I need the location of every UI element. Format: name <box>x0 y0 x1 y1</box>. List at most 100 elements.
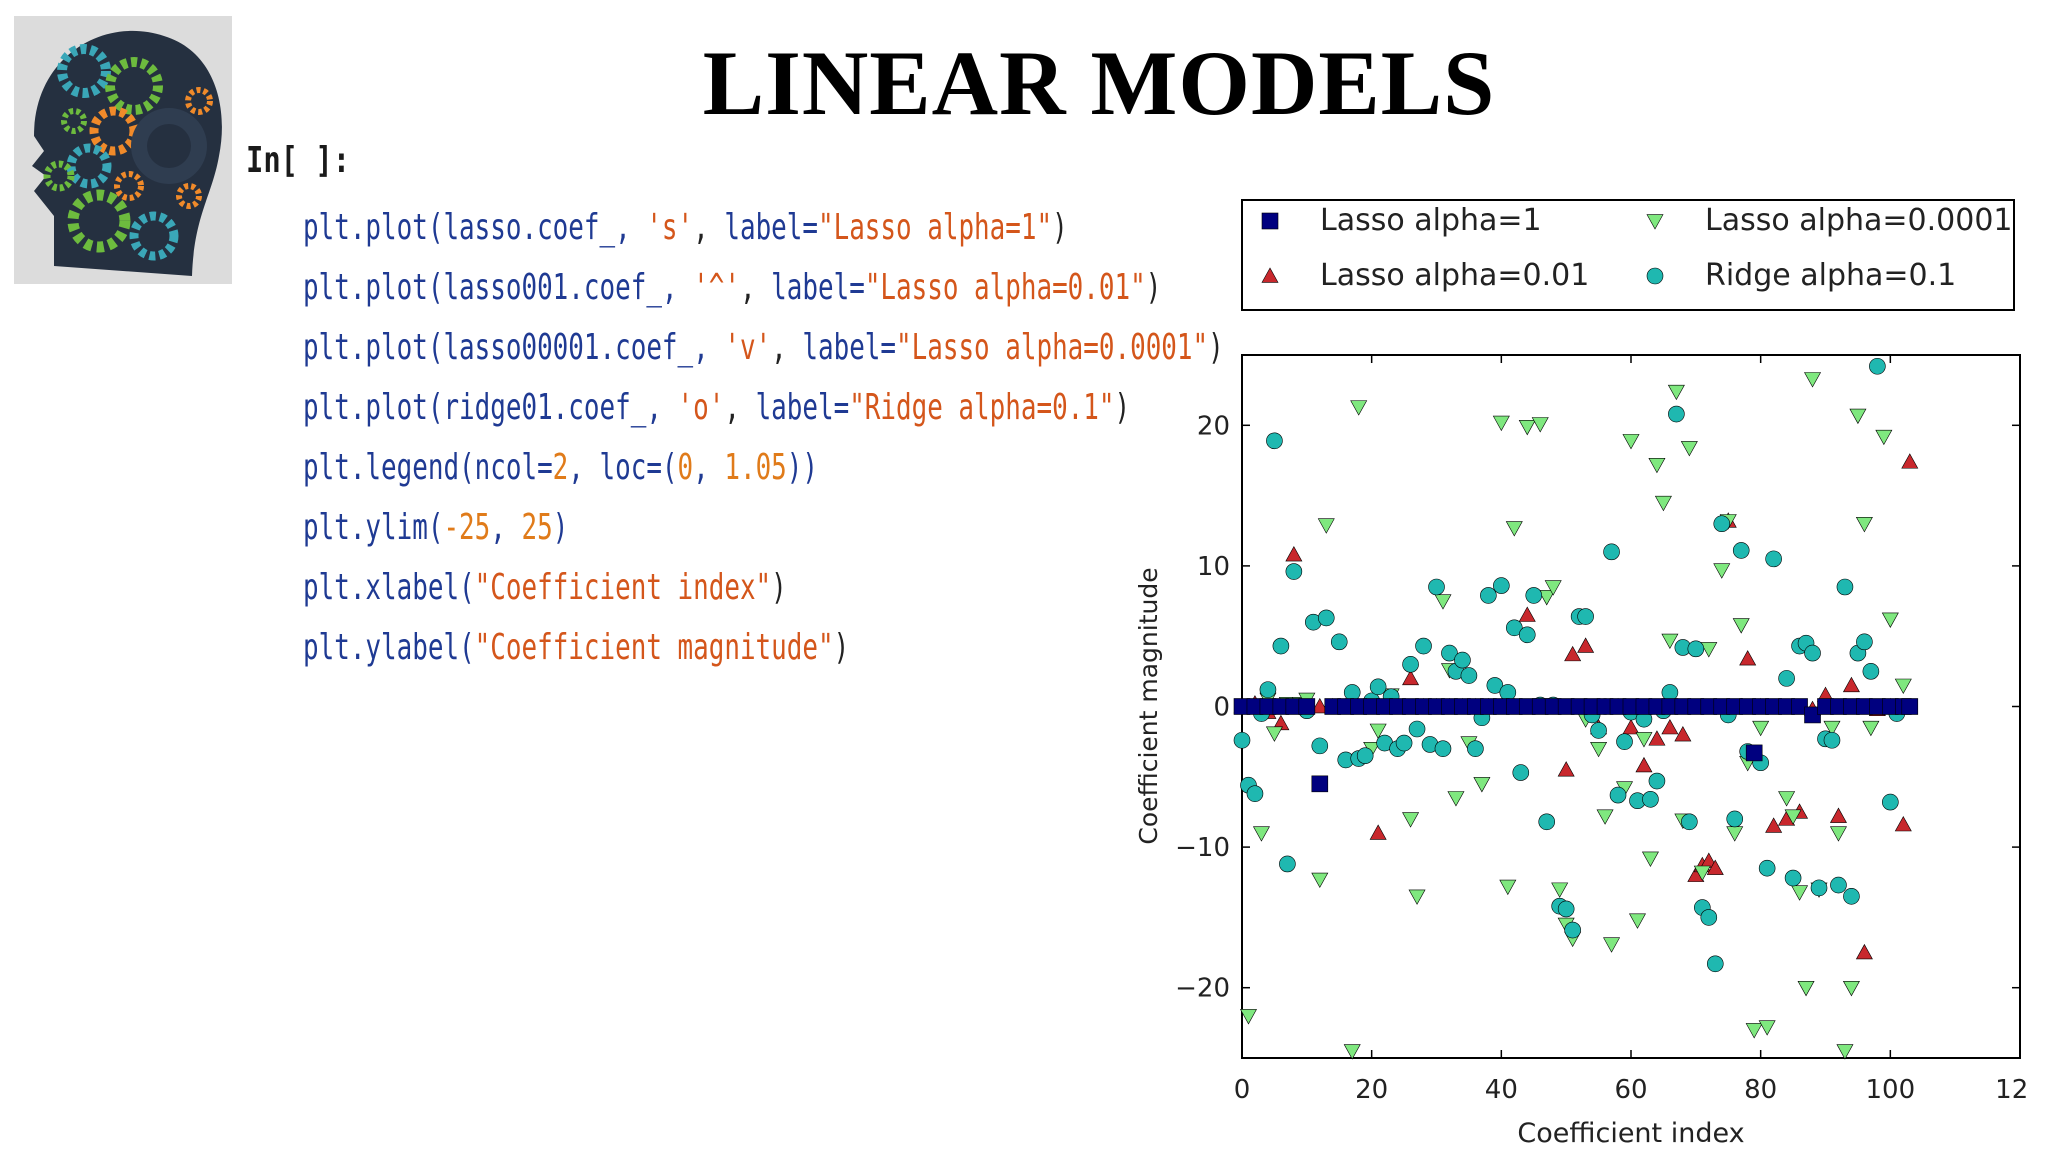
data-point <box>1648 772 1666 790</box>
coefficient-scatter-chart: Lasso alpha=1 Lasso alpha=0.01 Lasso alpha… <box>1134 199 2030 1149</box>
y-tick-label: −10 <box>1175 833 1230 863</box>
data-point <box>1317 609 1335 627</box>
data-point <box>1732 618 1750 634</box>
code-token: plt.ylim( <box>303 507 444 548</box>
data-point <box>1505 619 1523 637</box>
data-point <box>1836 578 1854 596</box>
data-point <box>1415 637 1432 655</box>
data-point <box>1279 855 1296 873</box>
data-point <box>1706 955 1724 973</box>
code-token: )) <box>786 447 819 488</box>
legend-label: Ridge alpha=0.1 <box>1705 258 1956 293</box>
data-point <box>1252 826 1270 842</box>
data-point <box>1862 663 1880 680</box>
y-tick-label: 10 <box>1197 552 1230 582</box>
data-point <box>1259 681 1277 698</box>
data-point <box>1713 515 1731 533</box>
code-token: , <box>739 267 772 308</box>
legend-label: Lasso alpha=0.01 <box>1320 258 1589 293</box>
code-token: , <box>693 207 725 248</box>
data-point <box>1408 720 1426 738</box>
code-token: ) <box>771 567 787 608</box>
y-tick-label: 0 <box>1213 693 1230 723</box>
code-token: ) <box>1114 387 1131 428</box>
data-point <box>1330 633 1348 651</box>
data-point <box>1681 813 1698 831</box>
chart-legend: Lasso alpha=1 Lasso alpha=0.01 Lasso alpha… <box>1261 203 2013 293</box>
axis-ticks: 0 20 40 60 80 100 120 −20 −10 0 10 20 <box>1175 355 2030 1105</box>
data-point <box>1350 400 1368 416</box>
data-point <box>1285 546 1303 562</box>
data-point <box>1518 606 1536 622</box>
data-point <box>1538 590 1556 606</box>
data-point <box>1784 869 1802 887</box>
data-point <box>1648 457 1666 474</box>
legend-marker <box>1261 212 1279 230</box>
data-point <box>1505 521 1523 537</box>
data-point <box>1402 656 1419 673</box>
data-point <box>1680 441 1698 457</box>
data-point <box>1661 684 1679 701</box>
code-token: , <box>490 507 522 548</box>
data-point <box>1557 761 1575 777</box>
data-point <box>1298 698 1316 715</box>
data-point <box>1642 790 1659 808</box>
code-token: "Coefficient index" <box>474 567 772 608</box>
code-token: 's' <box>646 207 694 248</box>
data-point <box>1674 726 1692 742</box>
data-point <box>1648 730 1666 746</box>
x-tick-label: 120 <box>1995 1075 2030 1105</box>
code-line: plt.ylabel("Coefficient magnitude") <box>303 618 1224 678</box>
data-point <box>1590 741 1608 758</box>
data-point <box>1855 517 1873 533</box>
x-tick-label: 0 <box>1234 1075 1251 1105</box>
code-token: 'o' <box>677 387 725 428</box>
data-marks <box>1233 357 1919 1060</box>
data-point <box>1265 726 1283 742</box>
data-point <box>1765 550 1782 568</box>
data-point <box>1849 408 1867 425</box>
code-token: label= <box>802 327 897 368</box>
data-point <box>1369 723 1387 740</box>
data-point <box>1856 633 1873 651</box>
code-line: plt.legend(ncol=2, loc=(0, 1.05)) <box>303 438 1224 498</box>
data-point <box>1493 577 1510 594</box>
data-point <box>1706 859 1724 875</box>
code-cell[interactable]: plt.plot(lasso.coef_, 's', label="Lasso … <box>303 198 1224 678</box>
code-token: "Lasso alpha=0.01" <box>864 267 1146 308</box>
data-point <box>1855 943 1873 960</box>
data-point <box>1356 747 1374 765</box>
data-point <box>1713 563 1731 579</box>
x-tick-label: 60 <box>1614 1075 1647 1105</box>
data-point <box>1266 432 1283 450</box>
data-point <box>1557 900 1575 918</box>
data-point <box>1311 697 1329 714</box>
data-point <box>1616 733 1633 750</box>
code-token: ) <box>1145 267 1162 308</box>
data-point <box>1596 809 1614 825</box>
x-tick-label: 80 <box>1744 1075 1777 1105</box>
data-point <box>1862 720 1880 737</box>
code-token: , <box>771 327 803 368</box>
data-point <box>1525 587 1543 604</box>
data-point <box>1343 1044 1361 1060</box>
data-point <box>1732 542 1750 559</box>
data-point <box>1441 644 1458 662</box>
legend-label: Lasso alpha=0.0001 <box>1705 203 2013 238</box>
data-point <box>1343 684 1361 701</box>
data-point <box>1700 642 1718 658</box>
data-point <box>1641 851 1659 867</box>
data-point <box>1622 718 1640 735</box>
legend-box <box>1241 199 2015 311</box>
data-point <box>1609 786 1627 804</box>
data-point <box>1836 1044 1854 1060</box>
data-point <box>1901 453 1919 469</box>
data-point <box>1661 718 1679 735</box>
data-point <box>1745 1023 1763 1039</box>
data-point <box>1791 885 1809 901</box>
code-token: -25 <box>443 507 491 548</box>
brain-gears-logo <box>14 16 232 284</box>
code-token: plt.legend(ncol= <box>303 447 553 488</box>
data-point <box>1693 865 1711 882</box>
data-point <box>1447 791 1465 807</box>
